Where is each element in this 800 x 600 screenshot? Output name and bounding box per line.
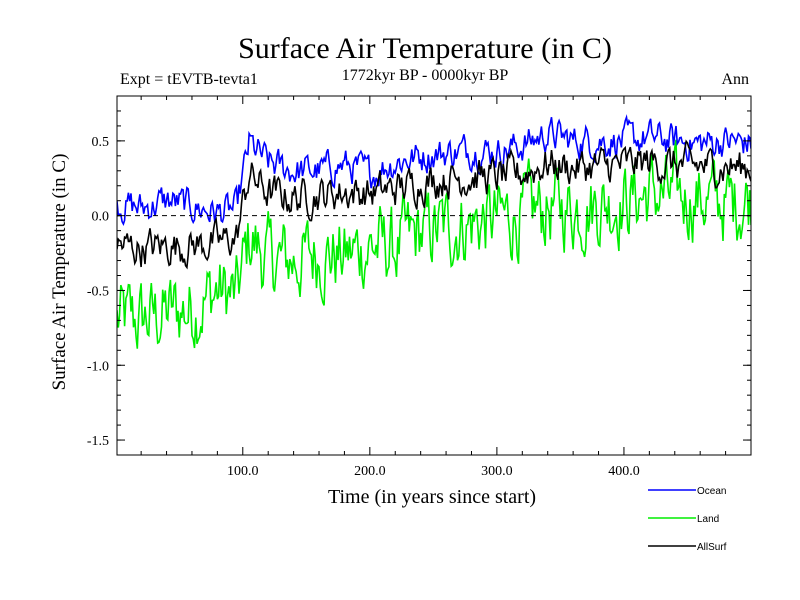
y-axis-label: Surface Air Temperature (in C) bbox=[49, 154, 70, 391]
legend-label-land: Land bbox=[697, 514, 719, 525]
plot-frame bbox=[116, 95, 752, 456]
y-tick-label: 0.5 bbox=[92, 135, 110, 150]
y-tick-label: 0.0 bbox=[92, 210, 110, 225]
chart-title: Surface Air Temperature (in C) bbox=[238, 32, 612, 65]
series-line-ocean bbox=[117, 114, 751, 227]
legend-label-ocean: Ocean bbox=[697, 486, 726, 497]
period-label: Ann bbox=[721, 71, 749, 88]
x-tick-label: 300.0 bbox=[481, 464, 513, 479]
x-tick-label: 200.0 bbox=[354, 464, 386, 479]
y-tick-label: -1.5 bbox=[87, 434, 109, 449]
experiment-label: Expt = tEVTB-tevta1 bbox=[120, 71, 258, 88]
legend: Ocean Land AllSurf bbox=[648, 486, 727, 553]
chart-subtitle: 1772kyr BP - 0000kyr BP bbox=[342, 67, 509, 84]
series-line-land bbox=[117, 139, 751, 349]
y-tick-label: -0.5 bbox=[87, 284, 109, 299]
x-axis-label: Time (in years since start) bbox=[328, 486, 536, 508]
plot-area: -1.5 -1.0 -0.5 0.0 0.5 100.0 200.0 300.0 400.0 bbox=[87, 95, 752, 479]
x-tick-label: 400.0 bbox=[608, 464, 640, 479]
series-line-allsurf bbox=[117, 139, 751, 270]
x-tick-label: 100.0 bbox=[227, 464, 259, 479]
legend-label-allsurf: AllSurf bbox=[697, 542, 727, 553]
y-tick-label: -1.0 bbox=[87, 359, 109, 374]
